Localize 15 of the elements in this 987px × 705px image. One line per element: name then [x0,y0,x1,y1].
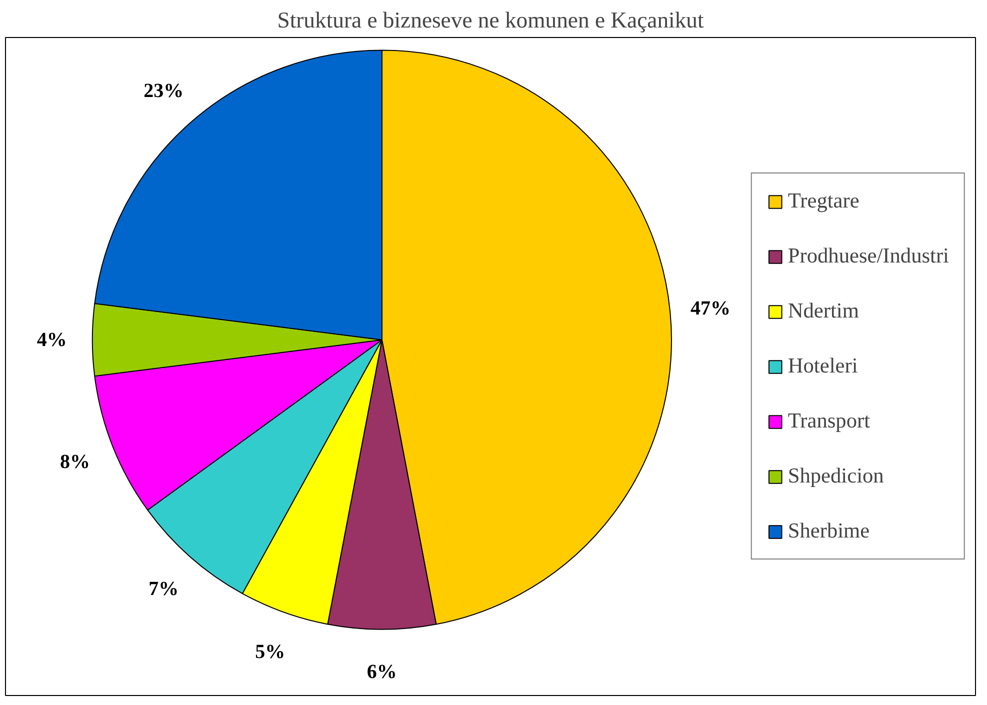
legend-label: Sherbime [788,518,870,544]
data-label: 6% [366,660,397,683]
data-label: 23% [144,80,184,102]
chart-title: Struktura e bizneseve ne komunen e Kaçanikut [277,8,704,32]
legend-label: Transport [788,408,870,434]
data-label: 5% [255,641,286,664]
legend-label: Ndertim [788,298,859,324]
legend-label: Hoteleri [788,354,858,378]
data-label: 8% [60,451,90,474]
legend-label: Shpedicion [788,464,884,488]
data-label: 7% [148,578,179,600]
legend-label: Tregtare [788,188,860,214]
data-label: 47% [690,298,731,320]
data-label: 4% [36,328,67,351]
legend-label: Prodhuese/Industri [788,244,949,268]
